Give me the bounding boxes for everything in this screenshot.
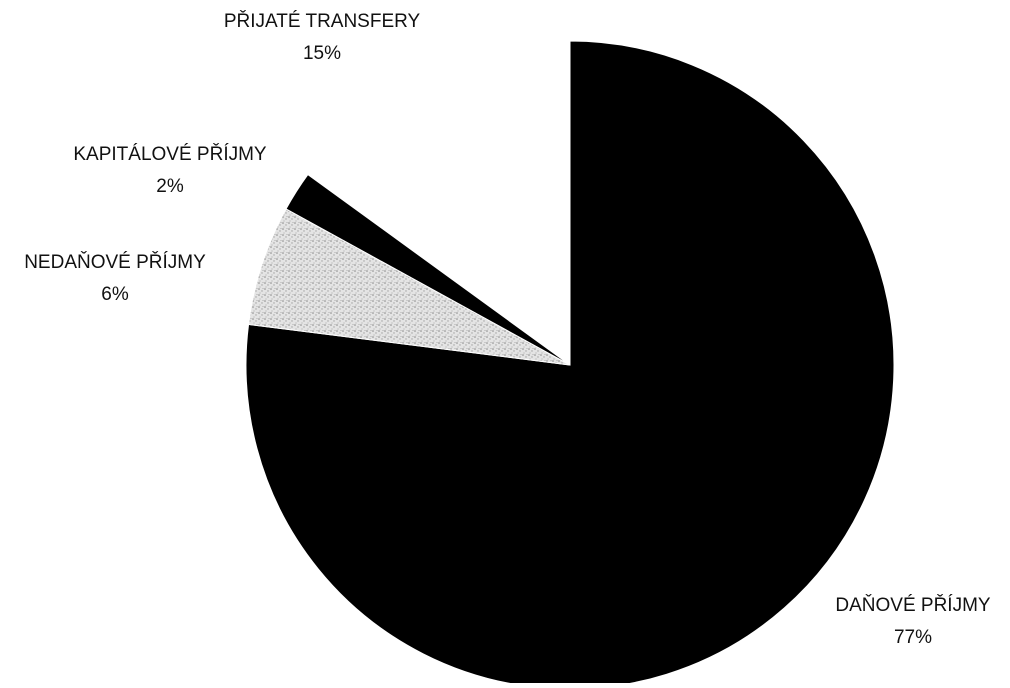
- pie-slices: [245, 40, 895, 688]
- slice-label-prijate-transfery: PŘIJATÉ TRANSFERY: [224, 10, 421, 32]
- pie-slice-prijate-transfery: [307, 40, 570, 365]
- data-label-prijate-transfery: PŘIJATÉ TRANSFERY 15%: [224, 10, 421, 64]
- data-label-danove-prijmy: DAŇOVÉ PŘÍJMY 77%: [835, 594, 991, 648]
- pie-slice-nedanove-prijmy: [247, 208, 571, 366]
- slice-value-danove-prijmy: 77%: [894, 627, 932, 648]
- slice-label-danove-prijmy: DAŇOVÉ PŘÍJMY: [835, 594, 991, 616]
- slice-value-prijate-transfery: 15%: [303, 43, 341, 64]
- slice-value-kapitalove-prijmy: 2%: [156, 176, 184, 197]
- slice-value-nedanove-prijmy: 6%: [101, 284, 129, 305]
- pie-labels: DAŇOVÉ PŘÍJMY 77% NEDAŇOVÉ PŘÍJMY 6% KAPITÁL…: [24, 10, 991, 648]
- slice-label-nedanove-prijmy: NEDAŇOVÉ PŘÍJMY: [24, 251, 206, 273]
- data-label-nedanove-prijmy: NEDAŇOVÉ PŘÍJMY 6%: [24, 251, 206, 305]
- slice-label-kapitalove-prijmy: KAPITÁLOVÉ PŘÍJMY: [73, 143, 267, 165]
- data-label-kapitalove-prijmy: KAPITÁLOVÉ PŘÍJMY 2%: [73, 143, 267, 197]
- pie-slice-kapitalove-prijmy: [285, 173, 571, 366]
